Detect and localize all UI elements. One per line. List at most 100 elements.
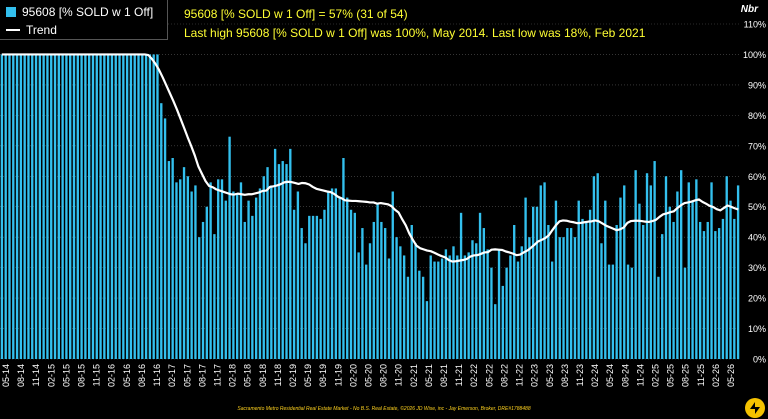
bar	[319, 218, 322, 359]
bar	[433, 261, 436, 359]
x-tick-label: 05-15	[61, 364, 71, 387]
bar	[467, 252, 470, 359]
bar	[547, 225, 550, 359]
x-tick-label: 05-25	[666, 364, 676, 387]
x-tick-label: 11-17	[212, 364, 222, 386]
bar	[471, 240, 474, 359]
bar	[668, 206, 671, 359]
x-tick-label: 08-25	[681, 364, 691, 387]
bar	[198, 237, 201, 359]
bar	[118, 54, 121, 359]
x-tick-label: 05-20	[364, 364, 374, 387]
bar	[133, 54, 136, 359]
bar	[281, 161, 284, 359]
bar	[721, 218, 725, 359]
bar	[729, 200, 732, 359]
y-tick-label: 80%	[748, 111, 766, 121]
bar	[592, 176, 596, 359]
bar	[676, 191, 679, 359]
bar	[626, 264, 630, 359]
bar	[429, 255, 432, 359]
y-tick-label: 110%	[744, 20, 766, 30]
bar	[596, 173, 599, 359]
bar	[733, 218, 736, 359]
bar	[513, 225, 516, 359]
bar	[137, 54, 140, 359]
bar	[27, 54, 30, 359]
x-tick-label: 11-25	[696, 364, 706, 386]
bar	[19, 54, 23, 359]
x-tick-label: 05-14	[1, 364, 11, 387]
bar	[528, 237, 531, 359]
bar	[163, 118, 167, 359]
bar	[258, 188, 262, 359]
bar	[327, 191, 330, 359]
bar	[649, 185, 652, 359]
bar	[687, 182, 690, 359]
bar	[342, 158, 345, 359]
bar	[558, 237, 561, 359]
bar	[543, 182, 546, 359]
bar	[387, 258, 391, 359]
bar	[205, 206, 208, 359]
bar	[122, 54, 125, 359]
bar	[680, 170, 683, 359]
legend: 95608 [% SOLD w 1 Off] Trend	[0, 0, 168, 40]
bar	[300, 228, 303, 359]
x-tick-label: 05-21	[424, 364, 434, 387]
bar	[171, 158, 174, 359]
bar	[304, 243, 307, 359]
bar	[672, 221, 675, 359]
bar	[103, 54, 106, 359]
bar	[657, 276, 660, 359]
bar	[220, 179, 224, 359]
bar	[664, 176, 668, 359]
bar	[152, 54, 155, 359]
bar	[653, 161, 656, 359]
bar	[213, 234, 216, 359]
bar	[368, 243, 372, 359]
bar	[106, 54, 110, 359]
bar	[273, 148, 277, 359]
bar	[50, 54, 53, 359]
bar	[42, 54, 45, 359]
bar	[243, 221, 246, 359]
bar	[418, 270, 421, 359]
bar	[710, 182, 713, 359]
headline-high-low: Last high 95608 [% SOLD w 1 Off] was 100…	[184, 26, 646, 40]
bar	[148, 54, 152, 359]
bar	[72, 54, 76, 359]
bar	[91, 54, 95, 359]
bar	[311, 215, 315, 359]
bar	[182, 167, 186, 359]
legend-bar-label: 95608 [% SOLD w 1 Off]	[22, 5, 154, 19]
x-tick-label: 02-15	[46, 364, 56, 387]
bar	[581, 218, 584, 359]
bar	[520, 246, 523, 359]
y-axis-title: Nbr	[740, 4, 758, 15]
bar	[251, 215, 254, 359]
x-tick-label: 02-25	[650, 364, 660, 387]
bar	[414, 243, 417, 359]
bar	[391, 191, 394, 359]
bar	[346, 197, 349, 359]
bar	[421, 276, 425, 359]
bar	[516, 261, 520, 359]
x-tick-label: 02-22	[469, 364, 479, 387]
legend-trend-label: Trend	[26, 23, 57, 37]
bar	[365, 264, 368, 359]
x-tick-label: 11-16	[152, 364, 162, 386]
bar	[695, 179, 698, 359]
bar	[706, 221, 709, 359]
x-tick-label: 02-21	[409, 364, 419, 387]
bar	[459, 212, 463, 359]
bar	[224, 200, 227, 359]
bar	[239, 182, 243, 359]
bar	[315, 215, 319, 359]
bar	[725, 176, 728, 359]
x-tick-label: 05-19	[303, 364, 313, 387]
y-tick-label: 70%	[748, 141, 766, 151]
bar	[566, 228, 569, 359]
bar	[338, 197, 341, 359]
bar	[661, 234, 664, 359]
